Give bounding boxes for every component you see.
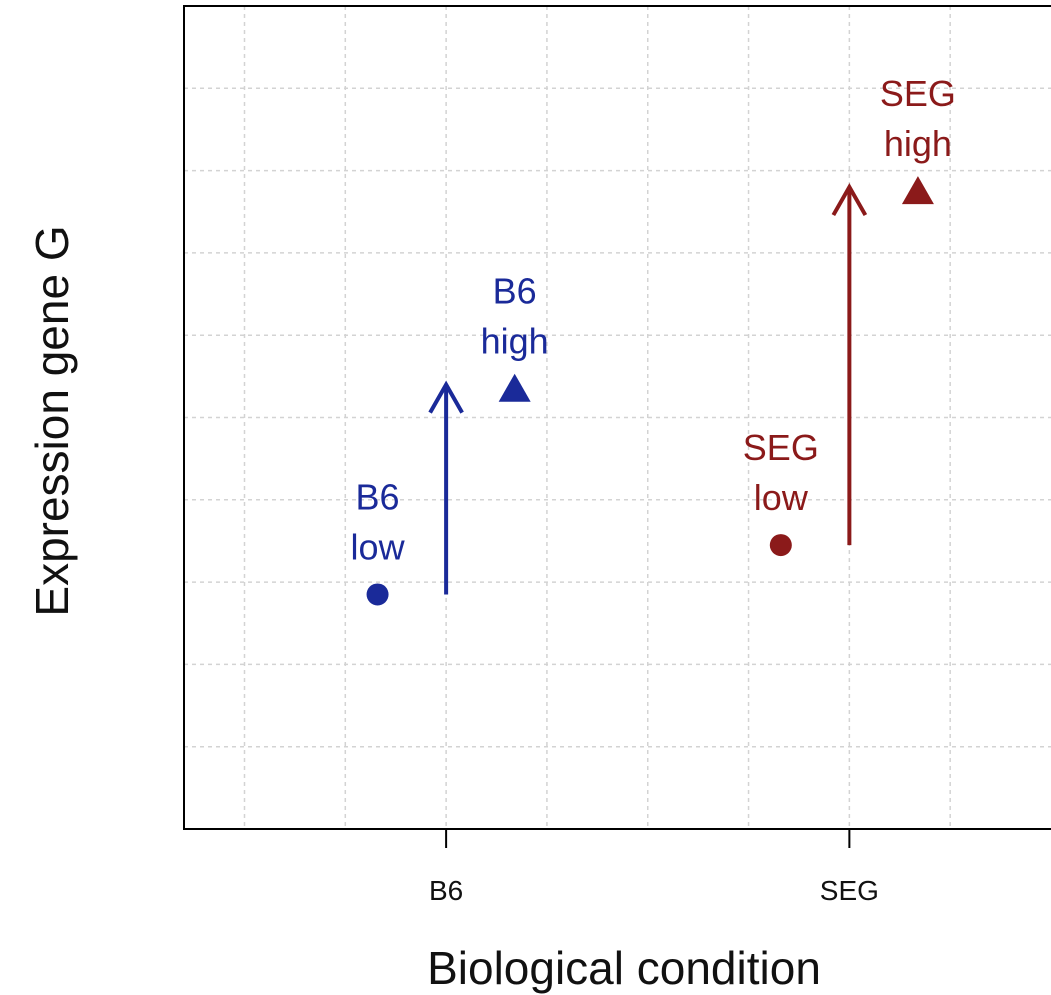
- x-axis-label: Biological condition: [427, 942, 821, 994]
- x-tick-label: B6: [429, 875, 463, 906]
- point-triangle: [498, 373, 531, 402]
- point-circle: [366, 583, 389, 606]
- axes: B6 SEG: [183, 5, 1051, 906]
- point-label: high: [884, 123, 952, 164]
- point-label: B6: [493, 271, 537, 312]
- point-label: low: [351, 526, 406, 567]
- point-triangle: [901, 176, 934, 205]
- marks: B6 low B6 high SEG low SEG high: [351, 73, 956, 606]
- point-label: high: [481, 321, 549, 362]
- point-label: SEG: [880, 73, 956, 114]
- point-label: B6: [356, 476, 400, 517]
- arrow-head: [831, 183, 868, 217]
- plot-frame: [183, 5, 1051, 830]
- arrow-head: [428, 380, 464, 414]
- point-circle: [769, 534, 792, 557]
- x-tick-label: SEG: [820, 875, 879, 906]
- point-label: low: [754, 477, 809, 518]
- point-label: SEG: [743, 427, 819, 468]
- y-axis-label: Expression gene G: [26, 225, 78, 617]
